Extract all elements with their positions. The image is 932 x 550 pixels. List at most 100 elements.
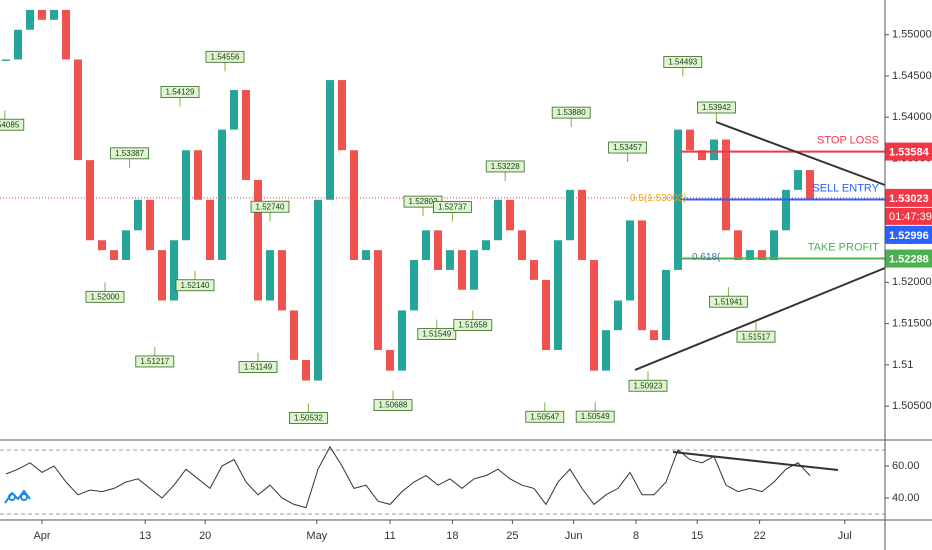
candle: [806, 170, 814, 200]
countdown-box: [885, 207, 932, 225]
candle: [482, 240, 490, 251]
fib-label: 0.618(: [692, 252, 721, 263]
x-tick-label: 18: [446, 530, 458, 542]
candle: [302, 359, 310, 381]
pivot-box: [110, 147, 149, 160]
pivot-label: 1.51149: [244, 363, 273, 372]
candle: [770, 230, 778, 261]
candle: [278, 250, 286, 311]
candle: [434, 230, 442, 270]
pivot-label: 1.50532: [294, 414, 323, 423]
pivot-box: [0, 118, 25, 131]
price-tag: [885, 188, 932, 207]
candle: [290, 310, 298, 360]
pivot-box: [453, 319, 493, 331]
candle: [458, 250, 466, 290]
candle: [122, 230, 130, 261]
candle: [38, 9, 46, 20]
candle: [626, 220, 634, 301]
candle: [422, 230, 430, 261]
y-tick-label: 1.52000: [892, 276, 932, 288]
pivot-label: 1.51517: [742, 332, 771, 341]
candle: [794, 170, 802, 190]
candle: [194, 150, 202, 200]
candle: [698, 150, 706, 161]
pivot-label: 1.52740: [256, 202, 285, 211]
candle: [506, 199, 514, 231]
x-tick-label: Jul: [838, 530, 852, 542]
price-tag-label: 1.53584: [889, 146, 930, 158]
pivot-box: [160, 86, 200, 98]
pivot-label: 1.50688: [379, 401, 408, 410]
candle: [362, 250, 370, 261]
pivot-box: [736, 330, 776, 343]
trend-line: [715, 121, 886, 186]
y-tick-label: 1.54500: [892, 70, 932, 82]
candle: [74, 59, 82, 161]
candle: [50, 9, 58, 20]
pivot-label: 1.50547: [530, 412, 559, 421]
pivot-label: 1.54129: [166, 88, 195, 97]
candle: [446, 250, 454, 270]
x-tick-label: 25: [506, 530, 518, 542]
candle: [602, 330, 610, 371]
price-tag-label: 1.53023: [889, 193, 929, 205]
candle: [134, 199, 142, 231]
candle: [218, 129, 226, 261]
candle: [530, 260, 538, 280]
pivot-box: [697, 101, 736, 114]
x-tick-label: Apr: [33, 530, 50, 542]
pivot-box: [709, 295, 748, 308]
pivot-box: [175, 279, 215, 292]
candle: [266, 250, 274, 301]
candle: [674, 129, 682, 270]
candle: [86, 160, 94, 241]
pivot-label: 1.53387: [115, 149, 144, 158]
candle: [182, 150, 190, 241]
candle: [554, 240, 562, 351]
candle: [734, 230, 742, 261]
rsi-line: [5, 445, 811, 509]
candle: [470, 250, 478, 290]
price-tag: [885, 249, 932, 268]
indicator-icon[interactable]: [4, 489, 31, 504]
candle: [566, 189, 574, 241]
price-tag: [885, 225, 932, 244]
pivot-label: 1.53457: [613, 143, 642, 152]
candle: [98, 240, 106, 251]
pivot-label: 1.50923: [634, 381, 663, 390]
pivot-label: 1.53880: [557, 108, 586, 117]
pivot-label: 1.52737: [438, 203, 467, 212]
candle: [254, 179, 262, 301]
y-tick-label: 1.50500: [892, 400, 932, 412]
pivot-box: [432, 201, 472, 213]
candle: [638, 220, 646, 331]
candle: [26, 9, 34, 30]
fib-label: 0.5(1.53003): [630, 193, 687, 204]
y-tick-label: 40.00: [892, 492, 920, 504]
candle: [14, 29, 22, 60]
candle: [374, 250, 382, 351]
price-tag-label: 1.52288: [889, 253, 929, 265]
candle: [206, 199, 214, 261]
level-name: SELL ENTRY: [812, 182, 879, 194]
candle: [410, 260, 418, 311]
candle: [650, 330, 658, 341]
pivot-label: 1.50549: [581, 412, 610, 421]
pivot-box: [417, 328, 457, 340]
pivot-box: [250, 200, 290, 213]
pivot-box: [238, 361, 278, 373]
pivot-box: [135, 355, 175, 368]
candle: [398, 310, 406, 371]
x-tick-label: Jun: [565, 530, 583, 542]
candle: [170, 240, 178, 301]
candle: [710, 139, 718, 161]
candle: [590, 260, 598, 371]
plot-area: 1.54085 1.52000 1.53387 1.51217 1.54129 1.521…: [0, 9, 885, 515]
x-tick-label: 15: [691, 530, 703, 542]
candle: [338, 80, 346, 151]
rsi-trend-line: [672, 451, 839, 471]
x-tick-label: 11: [384, 530, 395, 542]
pivot-label: 1.52140: [181, 281, 210, 290]
